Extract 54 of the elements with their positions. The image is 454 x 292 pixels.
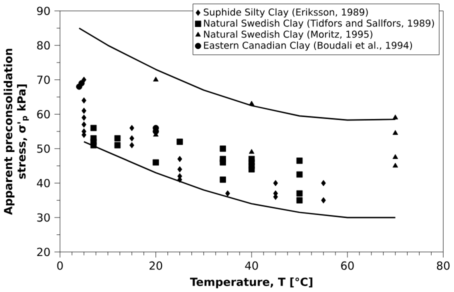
legend-label: Suphide Silty Clay (Eriksson, 1989) [204,8,368,18]
point [177,156,182,162]
point [296,158,303,164]
point [220,176,226,183]
y-tick-label: 90 [37,6,50,16]
point [82,97,86,104]
point [392,130,398,135]
point [296,197,303,204]
legend-label: Natural Swedish Clay (Tidfors and Sallfors, 1989) [204,19,434,29]
y-tick-label: 70 [37,76,50,84]
point [82,108,86,114]
point [248,100,254,106]
point [114,135,121,142]
point [248,166,255,172]
x-tick-label: 20 [150,261,162,270]
point [153,76,159,82]
point [296,171,303,178]
point [90,124,97,132]
point [296,190,303,197]
point [248,149,254,154]
point [78,80,85,86]
point [82,114,86,121]
point [129,124,134,132]
point [220,159,226,166]
y-tick-label: 30 [37,213,50,222]
point [321,197,326,204]
point [392,114,398,120]
point [129,142,134,148]
point [152,159,159,166]
x-tick-label: 0 [57,261,63,270]
x-tick-label: 40 [245,261,258,270]
x-tick-label: 60 [341,261,354,270]
point [90,142,97,148]
point [225,190,230,197]
legend-label: Natural Swedish Clay (Moritz, 1995) [204,30,372,40]
point [392,162,398,168]
y-tick-label: 80 [37,41,50,50]
point [129,135,134,142]
x-axis-title: Temperature, T [°C] [190,277,312,288]
y-tick-label: 60 [37,110,50,118]
y-tick-label: 50 [37,144,50,153]
line-series [83,141,396,218]
point [176,138,183,145]
legend-label: Eastern Canadian Clay (Boudali et al., 1994) [204,42,412,51]
point [392,154,398,159]
point [220,146,226,152]
point [82,121,86,128]
y-tick-label: 40 [36,178,50,188]
point [114,142,121,148]
y-tick-label: 20 [37,248,50,256]
point [177,166,182,172]
x-tick-label: 80 [436,261,450,270]
point [321,180,326,186]
point [273,180,278,186]
